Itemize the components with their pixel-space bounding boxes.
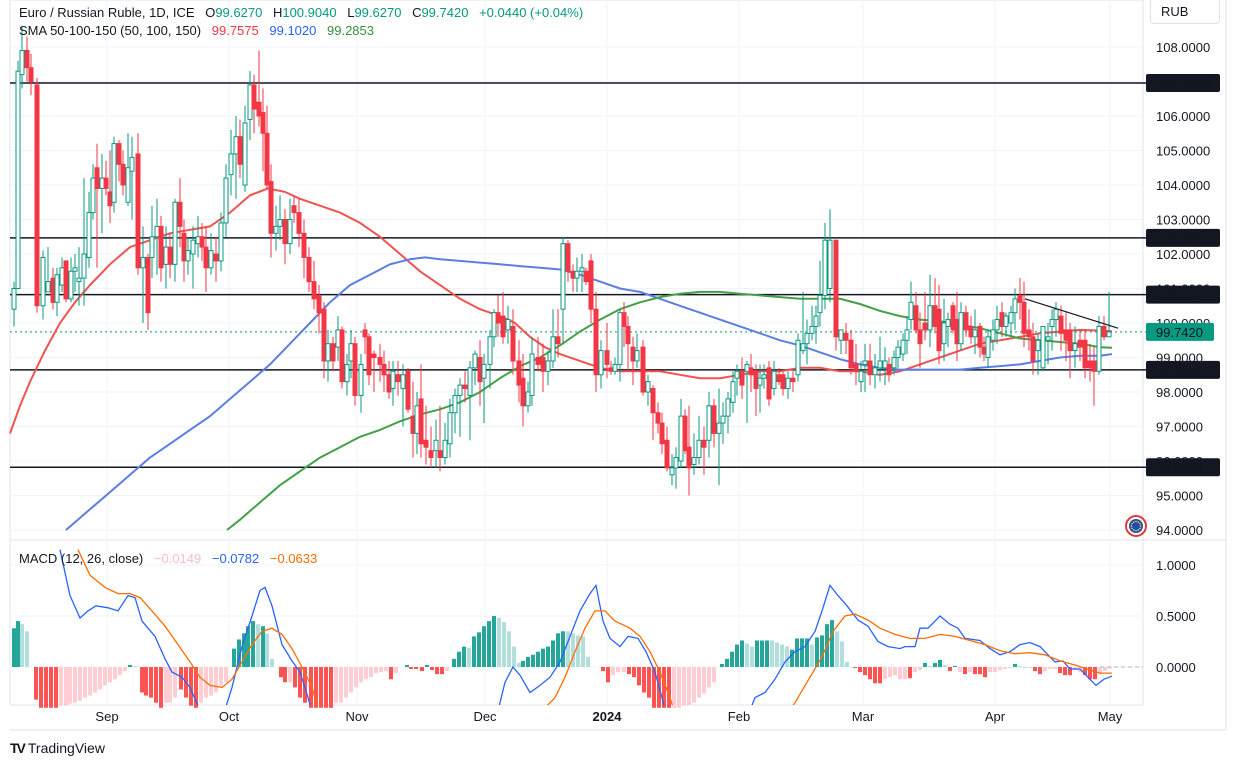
sma150-value: 99.2853 [327, 23, 374, 38]
macd-axis[interactable]: 1.0000 0.5000 0.0000 [1156, 558, 1196, 675]
candlesticks [11, 26, 1112, 496]
macd-legend[interactable]: MACD (12, 26, close) −0.0149 −0.0782 −0.… [19, 551, 324, 566]
trendline[interactable] [1024, 298, 1119, 329]
svg-text:97.0000: 97.0000 [1156, 420, 1203, 435]
svg-text:105.0000: 105.0000 [1156, 144, 1210, 159]
sma-label: SMA 50-100-150 (50, 100, 150) [19, 23, 202, 38]
svg-text:98.6416: 98.6416 [1156, 363, 1203, 378]
svg-text:1.0000: 1.0000 [1156, 558, 1196, 573]
svg-text:Feb: Feb [728, 709, 750, 724]
price-change: +0.0440 (+0.04%) [479, 5, 584, 20]
time-axis[interactable]: Sep Oct Nov Dec 2024 Feb Mar Apr May [95, 709, 1122, 724]
ohlc-low: L99.6270 [347, 5, 402, 20]
svg-text:0.5000: 0.5000 [1156, 609, 1196, 624]
svg-text:95.8204: 95.8204 [1156, 460, 1203, 475]
brand-name: TradingView [27, 740, 105, 756]
ohlc-close: C99.7420 [412, 5, 469, 20]
svg-text:Nov: Nov [345, 709, 369, 724]
svg-text:Dec: Dec [473, 709, 497, 724]
sma100-value: 99.1020 [269, 23, 317, 38]
svg-text:98.0000: 98.0000 [1156, 385, 1203, 400]
currency-button[interactable]: RUB [1150, 0, 1220, 24]
svg-text:102.0000: 102.0000 [1156, 247, 1210, 262]
svg-text:100.8224: 100.8224 [1156, 288, 1210, 303]
svg-text:102.4685: 102.4685 [1156, 231, 1210, 246]
svg-text:104.0000: 104.0000 [1156, 178, 1210, 193]
macd-value: −0.0782 [211, 551, 260, 566]
svg-text:95.0000: 95.0000 [1156, 489, 1203, 504]
sma-legend[interactable]: SMA 50-100-150 (50, 100, 150) 99.7575 99… [19, 23, 381, 38]
sma50-value: 99.7575 [211, 23, 259, 38]
macd-histogram-value: −0.0149 [153, 551, 202, 566]
svg-text:0.0000: 0.0000 [1156, 660, 1196, 675]
svg-text:106.0000: 106.0000 [1156, 109, 1210, 124]
svg-text:103.0000: 103.0000 [1156, 213, 1210, 228]
symbol-title: Euro / Russian Ruble, 1D, ICE [19, 5, 195, 20]
svg-text:108.0000: 108.0000 [1156, 40, 1210, 55]
macd-histogram [12, 616, 1143, 708]
svg-text:106.9560: 106.9560 [1156, 76, 1210, 91]
svg-text:Apr: Apr [985, 709, 1006, 724]
svg-text:May: May [1098, 709, 1123, 724]
svg-text:99.7420: 99.7420 [1156, 325, 1203, 340]
tradingview-brand[interactable]: TV TradingView [10, 740, 105, 756]
svg-text:2024: 2024 [593, 709, 623, 724]
macd-label: MACD (12, 26, close) [19, 551, 144, 566]
signal-value: −0.0633 [269, 551, 318, 566]
eu-flag-icon[interactable] [1125, 515, 1147, 537]
ohlc-high: H100.9040 [272, 5, 337, 20]
macd-lines [59, 549, 1113, 705]
svg-text:94.0000: 94.0000 [1156, 523, 1203, 538]
svg-text:Mar: Mar [852, 709, 875, 724]
tradingview-logo-icon: TV [10, 740, 26, 756]
symbol-legend: Euro / Russian Ruble, 1D, ICE O99.6270 H… [19, 5, 590, 20]
svg-text:Sep: Sep [95, 709, 118, 724]
price-tags: 106.9560 102.4685 100.8224 98.6416 95.8204 99… [1146, 74, 1220, 477]
svg-text:Oct: Oct [219, 709, 240, 724]
price-axis[interactable]: 108.0000107.0000106.0000105.0000104.0000… [1156, 40, 1210, 538]
ohlc-open: O99.6270 [205, 5, 263, 20]
